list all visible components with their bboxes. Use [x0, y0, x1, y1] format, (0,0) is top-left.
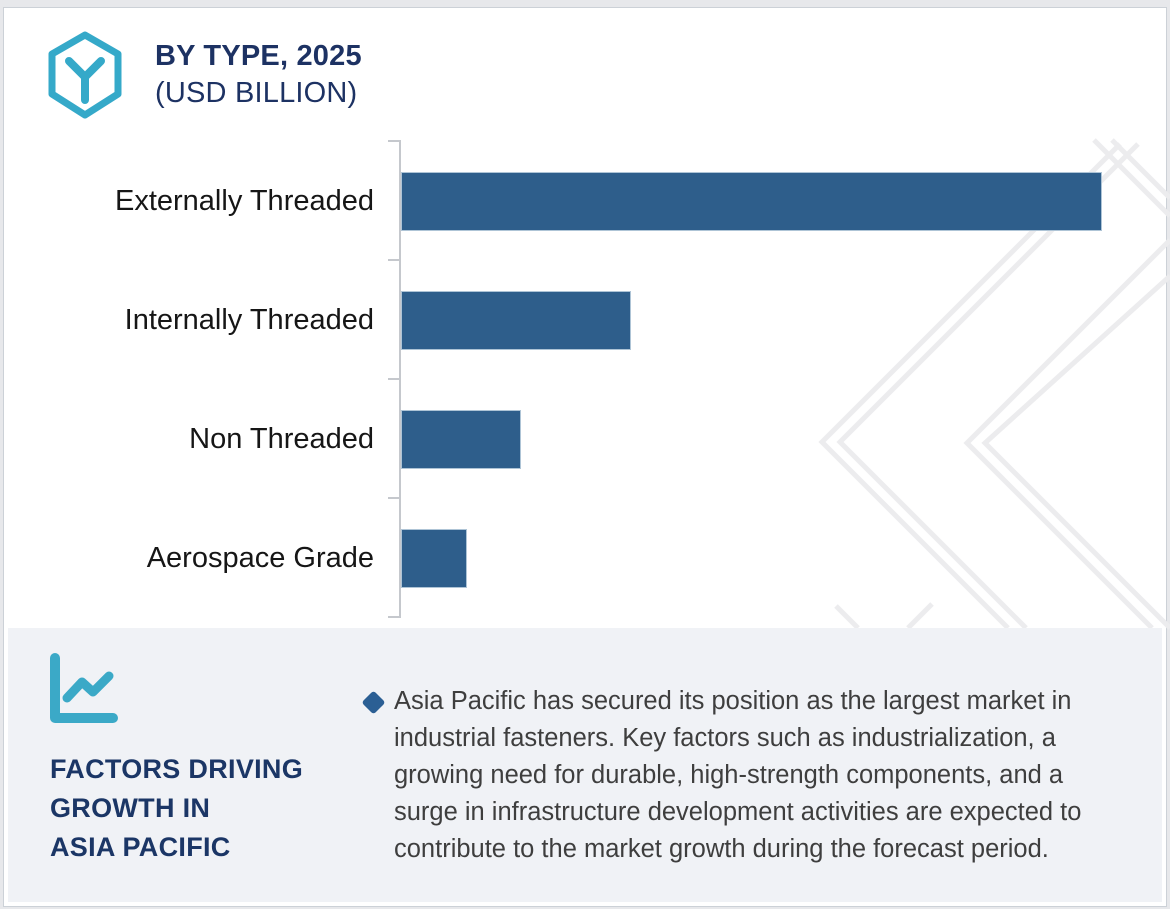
- axis-tick: [388, 616, 400, 618]
- category-axis-line: [399, 140, 401, 618]
- paragraph-line: industrial fasteners. Key factors such a…: [394, 724, 1056, 752]
- axis-tick: [388, 497, 400, 499]
- line-chart-icon: [50, 653, 118, 723]
- diamond-bullet-icon: [361, 690, 386, 715]
- bar-internally-threaded: [401, 291, 631, 350]
- panel-heading-line: ASIA PACIFIC: [50, 832, 231, 862]
- paragraph-line: Asia Pacific has secured its position as…: [394, 687, 1072, 715]
- bar-externally-threaded: [401, 172, 1102, 231]
- axis-tick: [388, 378, 400, 380]
- paragraph-line: growing need for durable, high-strength …: [394, 761, 1064, 789]
- axis-tick: [388, 140, 400, 142]
- panel-heading-line: GROWTH IN: [50, 793, 211, 823]
- bar-aerospace-grade: [401, 529, 467, 588]
- panel-heading-line: FACTORS DRIVING: [50, 754, 304, 784]
- panel-heading: FACTORS DRIVING GROWTH IN ASIA PACIFIC: [50, 750, 303, 867]
- category-label: Non Threaded: [189, 423, 374, 455]
- chart-title: BY TYPE, 2025: [155, 40, 362, 72]
- paragraph-line: surge in infrastructure development acti…: [394, 798, 1082, 826]
- category-label: Externally Threaded: [114, 185, 374, 217]
- panel-paragraph: Asia Pacific has secured its position as…: [394, 683, 1081, 868]
- category-label: Internally Threaded: [124, 304, 374, 336]
- hexagon-y-brand-icon: [48, 31, 122, 119]
- category-label: Aerospace Grade: [146, 542, 374, 574]
- chart-subtitle: (USD BILLION): [155, 77, 358, 109]
- factors-panel: FACTORS DRIVING GROWTH IN ASIA PACIFIC A…: [8, 628, 1162, 902]
- paragraph-line: contribute to the market growth during t…: [394, 835, 1049, 863]
- axis-tick: [388, 259, 400, 261]
- bar-non-threaded: [401, 410, 521, 469]
